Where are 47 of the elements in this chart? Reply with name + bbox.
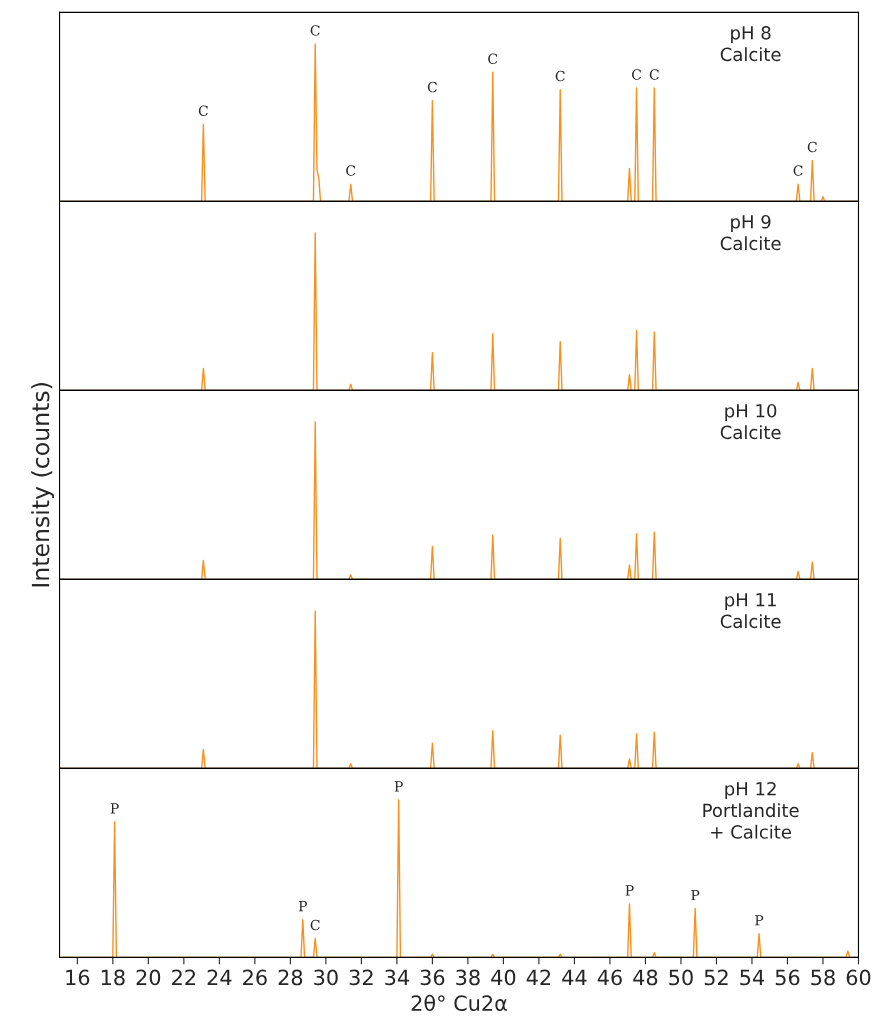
x-tick-label: 54 xyxy=(740,969,765,986)
x-tick-label: 48 xyxy=(633,969,658,986)
annotation: P xyxy=(691,889,700,901)
annotation: C xyxy=(346,165,356,176)
annotation: pH 10 Calcite xyxy=(720,403,781,440)
annotation: C xyxy=(310,25,320,36)
annotation: C xyxy=(632,69,642,80)
x-tick-label: 24 xyxy=(207,969,232,986)
x-tick-label: 26 xyxy=(243,969,267,986)
x-tick-label: 60 xyxy=(846,969,871,986)
x-tick-label: 38 xyxy=(456,969,480,986)
annotation: pH 8 Calcite xyxy=(720,25,781,62)
x-tick-label: 46 xyxy=(597,969,622,986)
x-tick-label: 30 xyxy=(314,969,338,986)
annotation: C xyxy=(310,919,320,931)
annotation: C xyxy=(427,81,437,93)
annotation: C xyxy=(793,165,803,176)
x-tick-label: 40 xyxy=(491,969,516,986)
annotation: P xyxy=(625,885,634,896)
x-tick-label: 28 xyxy=(278,969,303,986)
annotation: pH 11 Calcite xyxy=(720,593,781,629)
annotation: P xyxy=(394,781,403,792)
x-tick-label: 18 xyxy=(101,969,125,986)
annotation: P xyxy=(298,901,307,912)
x-tick-label: 22 xyxy=(172,969,196,986)
annotation: P xyxy=(110,803,119,814)
x-tick-label: 16 xyxy=(66,969,90,986)
annotation: P xyxy=(755,915,764,926)
y-axis-title: Intensity (counts) xyxy=(31,383,55,587)
annotation: C xyxy=(198,105,208,116)
x-tick-label: 58 xyxy=(811,969,835,986)
x-tick-label: 42 xyxy=(526,969,551,986)
annotation: C xyxy=(649,69,659,80)
x-tick-label: 52 xyxy=(704,969,728,986)
x-tick-label: 34 xyxy=(385,969,409,986)
x-tick-label: 32 xyxy=(349,969,373,986)
x-tick-label: 36 xyxy=(420,969,445,986)
annotation: C xyxy=(807,141,817,153)
x-tick-label: 44 xyxy=(562,969,587,986)
annotation: C xyxy=(555,70,565,82)
x-tick-label: 20 xyxy=(136,969,161,986)
annotation: pH 9 Calcite xyxy=(720,214,781,251)
annotation: pH 12 Portlandite + Calcite xyxy=(703,781,799,839)
x-tick-label: 56 xyxy=(775,969,800,986)
x-tick-label: 50 xyxy=(669,969,693,986)
annotation: C xyxy=(488,53,498,65)
x-axis-title: 2θ° Cu2α xyxy=(411,994,507,1012)
